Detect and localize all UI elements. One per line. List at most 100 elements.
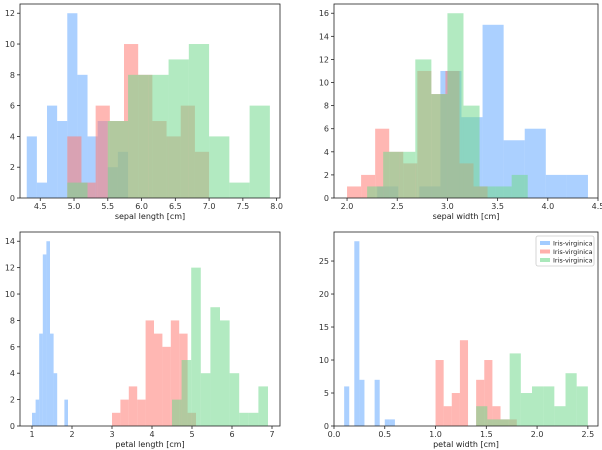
bar-setosa	[32, 412, 36, 426]
y-tick-label: 10	[5, 40, 15, 49]
bar-virginica	[520, 393, 532, 426]
y-tick-label: 4	[324, 148, 329, 157]
y-tick-label: 2	[10, 396, 15, 405]
y-tick-label: 10	[319, 356, 329, 365]
bar-setosa	[47, 105, 58, 198]
bar-versicolor	[347, 186, 362, 198]
bar-virginica	[463, 105, 480, 198]
subplot-sepal-length: sepal length [cm] 4.5 5.0 5.5 6.0 6.5 7.0 7.5 8…	[5, 3, 283, 221]
bar-setosa	[39, 333, 43, 426]
bar-virginica	[229, 182, 250, 198]
y-tick-label: 5	[324, 389, 329, 398]
bar-virginica	[172, 399, 182, 426]
subplot-petal-width: petal width [cm] Iris-virginica Iris-vir…	[319, 231, 599, 449]
bar-virginica	[431, 94, 448, 198]
bar-versicolor	[162, 346, 171, 426]
bar-setosa	[64, 399, 68, 426]
bar-setosa	[524, 128, 546, 198]
bars	[26, 13, 270, 199]
bar-versicolor	[170, 320, 180, 426]
bar-setosa	[26, 136, 37, 198]
y-tick-label: 4	[10, 369, 15, 378]
bar-virginica	[191, 267, 201, 426]
bar-setosa	[344, 386, 350, 426]
x-tick-label: 4	[149, 430, 154, 439]
x-tick-label: 5.0	[68, 202, 81, 211]
y-tick-label: 6	[324, 125, 329, 134]
bar-virginica	[498, 419, 510, 426]
xlabel: sepal width [cm]	[433, 212, 500, 221]
x-tick-label: 4.5	[592, 202, 602, 211]
x-tick-label: 7	[269, 430, 274, 439]
bar-setosa	[53, 373, 58, 426]
x-tick-label: 5.5	[101, 202, 114, 211]
y-tick-label: 4	[10, 132, 15, 141]
bar-virginica	[220, 320, 230, 426]
bar-virginica	[476, 406, 488, 426]
bar-setosa	[354, 241, 360, 426]
x-tick-label: 2.0	[531, 430, 544, 439]
x-tick-label: 2.0	[341, 202, 354, 211]
bar-setosa	[57, 121, 68, 198]
bar-setosa	[42, 254, 47, 426]
bar-setosa	[77, 74, 88, 198]
y-tick-label: 10	[5, 290, 15, 299]
bar-virginica	[576, 386, 588, 426]
bar-virginica	[554, 406, 566, 426]
y-tick-label: 8	[10, 71, 15, 80]
x-tick-label: 0.0	[328, 430, 341, 439]
x-tick-label: 5	[189, 430, 194, 439]
subplot-sepal-width: sepal width [cm] 2.0 2.5 3.0 3.5 4.0 4.5 0 2 4 6 8…	[319, 3, 602, 221]
y-tick-label: 25	[319, 257, 329, 266]
x-tick-label: 3.5	[491, 202, 504, 211]
bar-virginica	[67, 182, 88, 198]
bar-virginica	[229, 373, 240, 426]
bar-virginica	[200, 373, 211, 426]
x-tick-label: 7.5	[236, 202, 249, 211]
bar-setosa	[545, 174, 567, 198]
x-tick-label: 3.0	[441, 202, 454, 211]
bar-virginica	[107, 121, 129, 198]
y-tick-label: 15	[319, 323, 329, 332]
bar-setosa	[87, 136, 98, 198]
y-tick-label: 0	[324, 194, 329, 203]
xlabel: sepal length [cm]	[115, 212, 185, 221]
x-tick-label: 0.5	[378, 430, 391, 439]
bar-virginica	[209, 136, 230, 198]
bar-versicolor	[112, 412, 121, 426]
axes-frame	[19, 231, 281, 427]
bar-setosa	[35, 399, 40, 426]
bar-versicolor	[443, 406, 452, 426]
bar-versicolor	[484, 360, 493, 426]
legend-label-1: Iris-virginica	[553, 248, 593, 256]
x-tick-label: 7.0	[203, 202, 216, 211]
xlabel: petal length [cm]	[115, 440, 184, 449]
legend-swatch-setosa	[540, 241, 550, 245]
bar-virginica	[249, 105, 270, 198]
bar-virginica	[532, 386, 544, 426]
y-tick-label: 0	[10, 194, 15, 203]
x-tick-label: 1.5	[480, 430, 493, 439]
x-tick-label: 2.5	[581, 430, 594, 439]
y-tick-label: 8	[10, 316, 15, 325]
bar-setosa	[389, 419, 395, 426]
y-tick-label: 12	[5, 264, 15, 273]
bar-setosa	[36, 182, 48, 198]
y-tick-label: 14	[319, 32, 329, 41]
legend: Iris-virginica Iris-virginica Iris-virgi…	[535, 235, 595, 267]
y-tick-label: 16	[319, 9, 329, 18]
axes-frame	[19, 3, 281, 199]
bar-setosa	[482, 24, 504, 198]
bar-versicolor	[120, 399, 129, 426]
bar-virginica	[258, 386, 268, 426]
bar-setosa	[374, 379, 380, 426]
x-tick-label: 1.0	[429, 430, 442, 439]
y-tick-label: 10	[319, 79, 329, 88]
bar-virginica	[168, 59, 189, 199]
bar-virginica	[367, 186, 384, 198]
bar-virginica	[248, 412, 259, 426]
legend-swatch-virginica	[540, 258, 550, 262]
bar-versicolor	[451, 393, 460, 426]
bar-setosa	[50, 333, 54, 426]
bar-versicolor	[154, 333, 163, 426]
